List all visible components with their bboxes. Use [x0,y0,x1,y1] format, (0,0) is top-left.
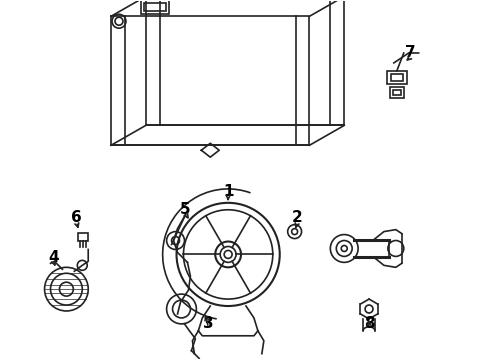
Text: 1: 1 [223,184,233,199]
Bar [393,90,401,95]
Bar [387,71,407,84]
Bar [144,3,166,11]
Bar [391,74,403,81]
Text: 6: 6 [71,210,82,225]
Text: 4: 4 [48,250,59,265]
Bar [78,233,88,240]
Bar [141,0,169,14]
Text: 5: 5 [180,202,191,217]
Text: 2: 2 [292,210,303,225]
Bar [390,87,404,98]
Text: 3: 3 [203,316,214,332]
Text: 7: 7 [405,45,416,60]
Text: 8: 8 [364,316,374,332]
